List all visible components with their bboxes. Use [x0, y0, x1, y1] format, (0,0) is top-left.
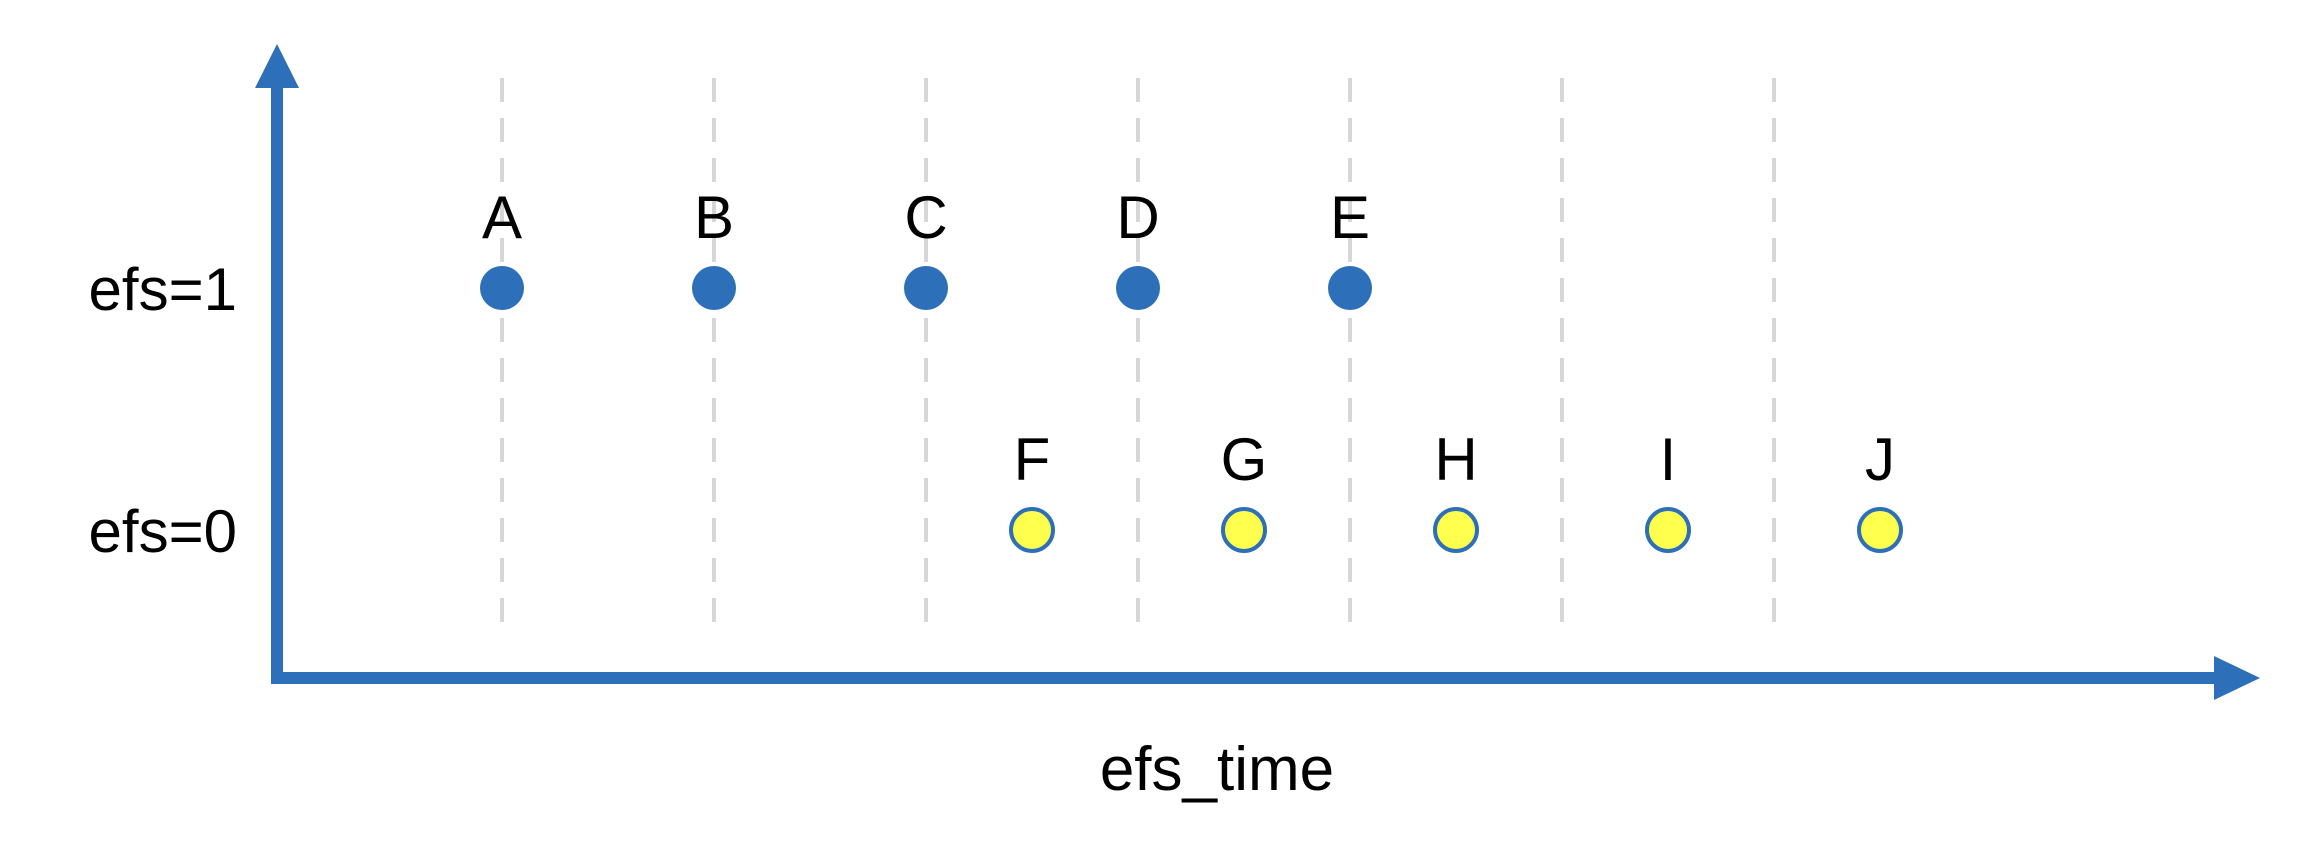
point-label-e: E [1330, 184, 1370, 251]
point-label-i: I [1660, 426, 1677, 493]
point-f [1009, 507, 1055, 553]
point-label-g: G [1221, 426, 1268, 493]
axes [255, 44, 2260, 700]
point-label-h: H [1434, 426, 1477, 493]
point-d [1116, 266, 1160, 310]
point-j [1857, 507, 1903, 553]
y-axis-arrowhead [255, 44, 299, 88]
point-g [1221, 507, 1267, 553]
point-label-b: B [694, 184, 734, 251]
point-label-a: A [482, 184, 522, 251]
point-a [480, 266, 524, 310]
point-b [692, 266, 736, 310]
x-axis-arrowhead [2214, 656, 2260, 700]
point-label-f: F [1014, 426, 1051, 493]
row-label-1: efs=1 [89, 256, 237, 323]
point-h [1433, 507, 1479, 553]
point-label-j: J [1865, 426, 1895, 493]
point-i [1645, 507, 1691, 553]
point-c [904, 266, 948, 310]
row-label-0: efs=0 [89, 498, 237, 565]
point-e [1328, 266, 1372, 310]
x-axis-title: efs_time [1100, 735, 1334, 804]
gridlines [500, 78, 1776, 625]
row-labels: efs=1 efs=0 [89, 256, 237, 565]
point-label-c: C [904, 184, 947, 251]
data-points: A B C D E F G H I J [480, 184, 1903, 553]
point-label-d: D [1116, 184, 1159, 251]
